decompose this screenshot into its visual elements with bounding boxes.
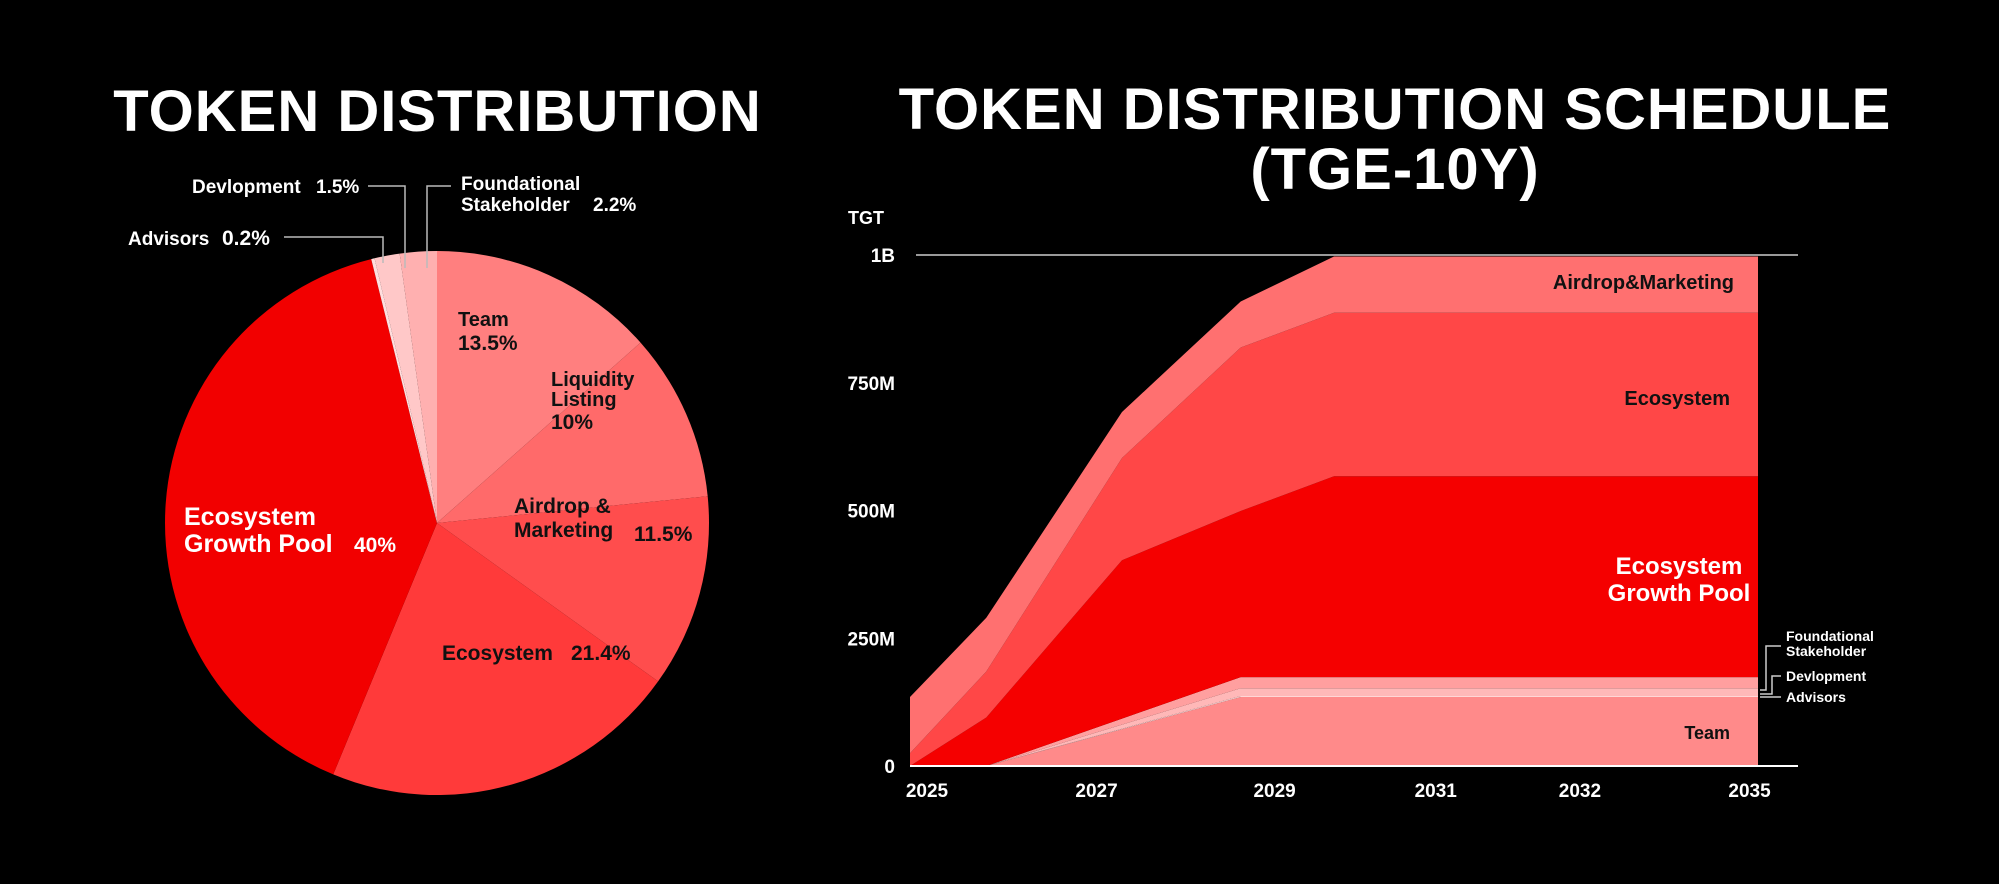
area-label-ecosystem: Ecosystem [1624,388,1730,410]
pie-label-liquidity-line2: Listing [551,389,617,411]
pie-value-liquidity: 10% [551,411,593,434]
area-title-line-2: (TGE-10Y) [1250,137,1540,202]
pie-label-ecosystem: Ecosystem [442,642,553,665]
leader-foundational [1760,645,1781,691]
area-band-team [910,697,1758,766]
area-labels: Airdrop&MarketingEcosystemEcosystemGrowt… [1553,272,1874,743]
pie-value-team: 13.5% [458,332,518,355]
pie-label-growth-line2: Growth Pool [184,530,333,558]
leader-development [1760,675,1781,695]
leader-foundational [426,185,451,268]
area-label-development: Devlopment [1786,668,1866,684]
area-label-advisors: Advisors [1786,689,1846,705]
pie-label-foundational-line1: Foundational [461,174,580,195]
x-tick-2031: 2031 [1415,781,1458,802]
area-band-foundational [910,677,1758,766]
y-unit-label: TGT [848,208,884,228]
x-tick-2027: 2027 [1075,781,1117,802]
area-band-growth [910,476,1758,766]
pie-slice-ecosystem [333,523,659,796]
area-chart [910,256,1758,766]
pie-value-advisors: 0.2% [222,227,270,250]
y-tick-500M: 500M [847,502,895,523]
pie-slice-growth [165,259,438,775]
pie-slice-foundational [399,251,437,523]
y-tick-250M: 250M [847,629,895,650]
pie-slice-development [374,253,437,523]
pie-slice-advisors [371,258,437,523]
pie-value-development: 1.5% [316,177,359,198]
area-label-foundational-line1: Foundational [1786,628,1874,644]
pie-value-foundational: 2.2% [593,195,636,216]
area-label-growth-line1: Ecosystem [1616,553,1743,580]
pie-label-airdrop-line2: Marketing [514,519,613,542]
x-tick-2032: 2032 [1559,781,1601,802]
y-tick-1B: 1B [871,246,895,267]
y-tick-750M: 750M [847,374,895,395]
x-tick-2035: 2035 [1728,781,1771,802]
area-label-airdrop: Airdrop&Marketing [1553,272,1734,294]
y-tick-0: 0 [884,757,895,778]
pie-slice-airdrop [437,496,710,682]
x-tick-2025: 2025 [906,781,949,802]
pie-slice-team [437,251,641,523]
pie-label-growth-line1: Ecosystem [184,503,316,531]
area-label-team: Team [1684,723,1730,743]
pie-chart [165,251,710,796]
pie-label-development: Devlopment [192,177,301,198]
pie-value-ecosystem: 21.4% [571,642,631,665]
area-chart-title: TOKEN DISTRIBUTION SCHEDULE (TGE-10Y) [820,80,1970,200]
area-band-airdrop [910,256,1758,754]
x-tick-2029: 2029 [1253,781,1295,802]
area-label-growth-line2: Growth Pool [1608,580,1751,607]
pie-label-liquidity-line1: Liquidity [551,369,635,391]
area-band-ecosystem [910,312,1758,766]
area-title-line-1: TOKEN DISTRIBUTION SCHEDULE [898,77,1892,142]
pie-label-airdrop-line1: Airdrop & [514,495,611,518]
pie-slice-liquidity [437,342,708,523]
leader-advisors [284,236,384,263]
pie-label-foundational-line2: Stakeholder [461,195,570,216]
pie-label-team: Team [458,309,509,331]
pie-value-growth: 40% [354,534,396,557]
pie-chart-title: TOKEN DISTRIBUTION [113,79,762,144]
pie-value-airdrop: 11.5% [634,523,693,546]
area-label-foundational-line2: Stakeholder [1786,643,1867,659]
pie-label-advisors: Advisors [128,229,209,250]
leader-development [368,185,406,268]
area-axes: TGT 0 250M 500M 750M 1B 2025 2027 2029 2031 2032 20… [847,208,1798,802]
